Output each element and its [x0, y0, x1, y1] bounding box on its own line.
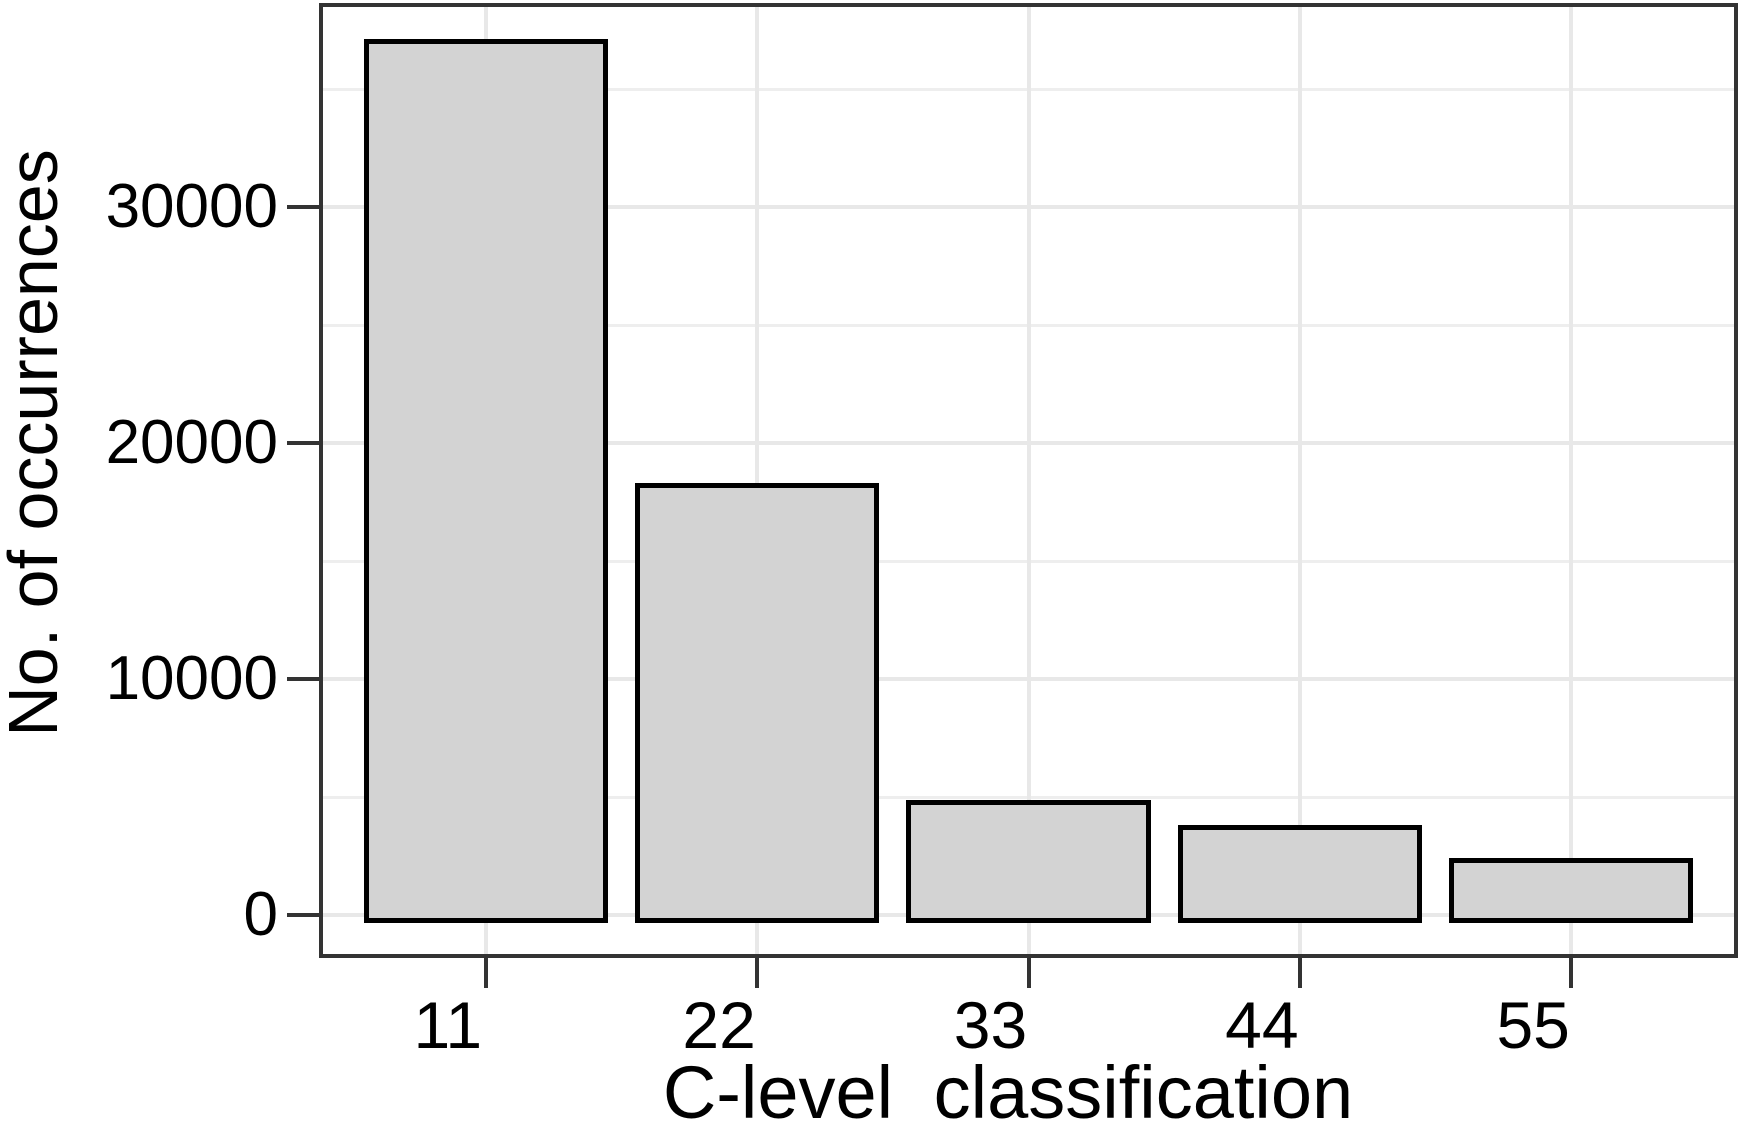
x-tick-label: 55 [1496, 988, 1570, 1062]
y-tick-mark [287, 205, 319, 210]
x-tick-label: 44 [1225, 988, 1299, 1062]
y-tick-label: 30000 [105, 172, 278, 242]
x-tick-mark [1569, 958, 1574, 988]
y-tick-mark [287, 677, 319, 682]
gridlines-layer [323, 7, 1734, 954]
gridline-vertical-major [1569, 7, 1574, 954]
y-tick-label: 20000 [105, 408, 278, 478]
x-axis-title: C-level classification [662, 1051, 1354, 1125]
x-tick-mark [1026, 958, 1031, 988]
bar-11 [363, 39, 608, 923]
bar-22 [635, 483, 880, 923]
x-tick-label: 11 [413, 988, 483, 1062]
x-tick-mark [483, 958, 488, 988]
plot-panel [319, 3, 1738, 958]
x-tick-mark [1297, 958, 1302, 988]
x-tick-mark [755, 958, 760, 988]
bars-layer [323, 7, 1734, 954]
x-tick-label: 33 [953, 988, 1028, 1062]
gridline-vertical-major [1026, 7, 1031, 954]
bar-55 [1449, 858, 1694, 923]
y-tick-mark [287, 441, 319, 446]
bar-33 [906, 800, 1151, 923]
gridline-vertical-major [755, 7, 760, 954]
gridline-vertical-major [1297, 7, 1302, 954]
y-tick-label: 0 [243, 880, 278, 950]
x-tick-label: 22 [682, 988, 756, 1062]
y-tick-label: 10000 [105, 644, 278, 714]
y-tick-mark [287, 913, 319, 918]
bar-44 [1177, 825, 1422, 923]
